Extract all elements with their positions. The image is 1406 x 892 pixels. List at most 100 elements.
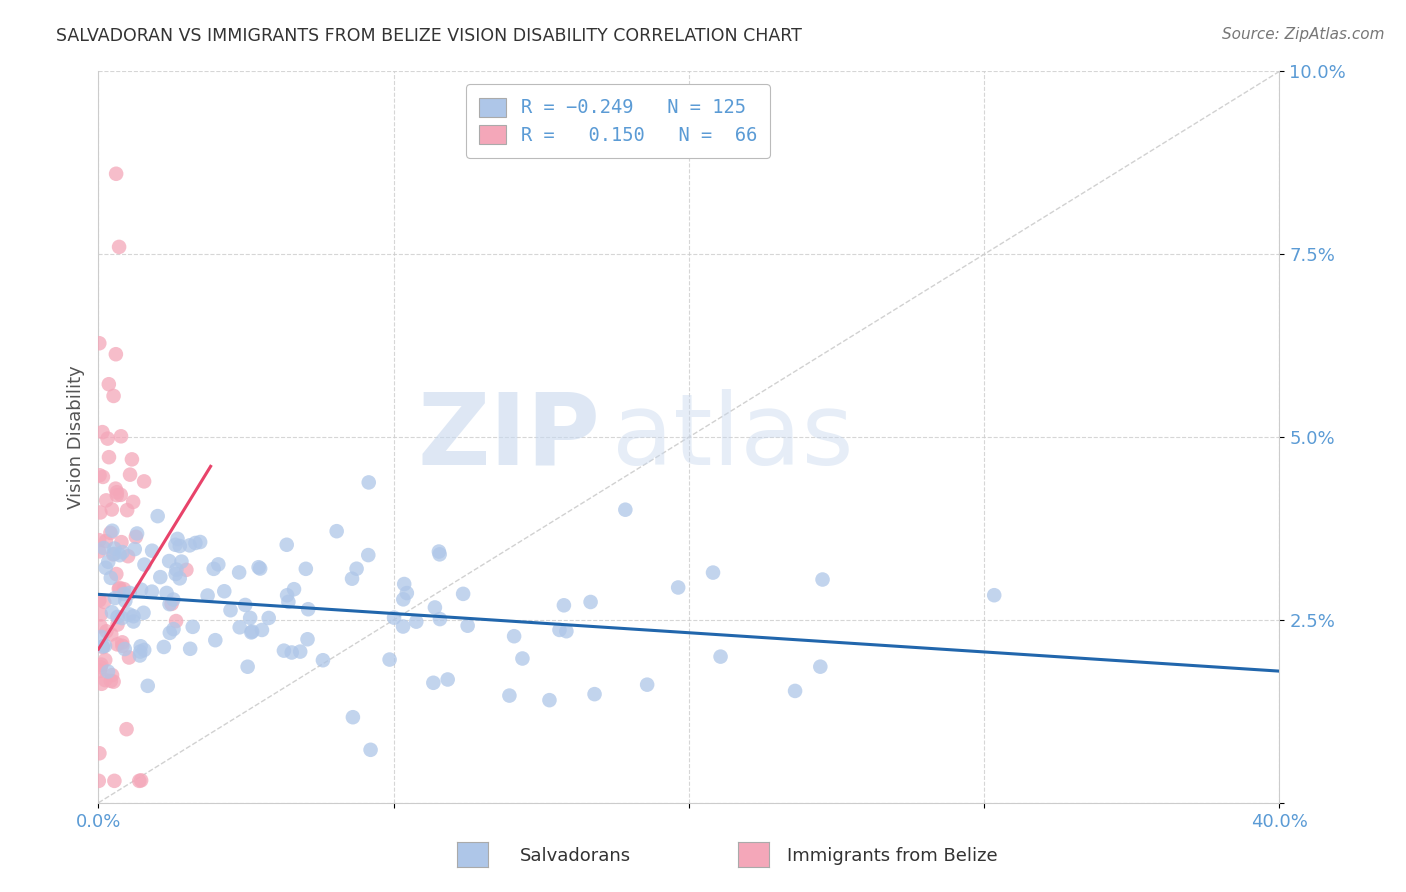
Point [636,678,658,692]
Point [141,584,163,599]
Point [197,589,219,603]
Point [290,644,312,658]
Point [111,635,134,649]
Point [169,539,191,553]
Point [392,577,415,591]
Point [89,619,111,633]
Legend: R = −0.249   N = 125, R =   0.150   N =  66: R = −0.249 N = 125, R = 0.150 N = 66 [467,85,770,158]
Point [512,651,534,665]
Point [276,538,298,552]
Point [91,470,114,484]
Point [89,468,111,483]
Point [117,549,139,564]
Point [104,482,127,496]
Point [159,597,181,611]
Point [342,710,364,724]
Point [666,581,689,595]
Point [128,773,150,788]
Point [165,566,187,581]
Point [110,429,132,443]
Point [100,571,122,585]
Point [121,452,143,467]
Point [204,633,226,648]
Point [162,622,184,636]
Point [422,675,444,690]
Point [360,743,382,757]
Point [108,582,131,596]
Point [538,693,561,707]
Point [94,653,117,667]
Point [179,641,201,656]
Point [108,581,131,595]
Point [132,606,155,620]
Point [111,545,134,559]
Point [179,538,201,552]
Point [97,555,120,569]
Y-axis label: Vision Disability: Vision Disability [66,365,84,509]
Point [115,503,138,517]
Point [277,595,299,609]
Text: atlas: atlas [612,389,853,485]
Point [91,425,114,439]
Point [181,620,204,634]
Point [165,563,187,577]
Point [165,538,187,552]
Point [357,548,380,562]
Point [91,640,114,654]
Point [378,652,401,666]
Point [90,607,112,622]
Point [207,558,229,572]
Point [247,560,270,574]
Point [125,530,148,544]
Point [136,679,159,693]
Point [110,535,132,549]
Point [149,570,172,584]
Text: Source: ZipAtlas.com: Source: ZipAtlas.com [1222,27,1385,42]
Point [114,642,136,657]
Point [811,573,834,587]
Point [105,567,128,582]
Point [111,611,134,625]
Point [87,544,110,558]
Point [118,607,141,622]
Point [257,611,280,625]
Point [90,630,112,644]
Point [436,673,458,687]
Point [176,563,198,577]
Point [129,582,152,597]
Point [297,602,319,616]
Point [395,586,418,600]
Point [153,640,176,654]
Point [169,571,191,585]
Point [108,240,131,254]
Point [166,532,188,546]
Point [112,582,135,596]
Point [104,347,127,361]
Point [783,684,806,698]
Point [808,659,831,673]
Point [100,627,122,641]
Point [228,566,250,580]
Point [114,594,136,608]
Point [170,555,193,569]
Point [118,650,141,665]
Point [110,488,132,502]
Point [236,659,259,673]
Point [90,657,112,672]
Point [104,591,127,605]
Point [155,586,177,600]
Point [107,617,129,632]
Point [157,554,180,568]
Point [103,547,125,561]
Point [128,648,150,663]
Point [273,643,295,657]
Point [451,587,474,601]
Point [548,623,571,637]
Point [105,637,128,651]
Point [89,336,111,351]
Point [101,524,124,538]
Point [124,542,146,557]
Point [295,562,318,576]
Point [115,722,138,736]
Point [122,615,145,629]
